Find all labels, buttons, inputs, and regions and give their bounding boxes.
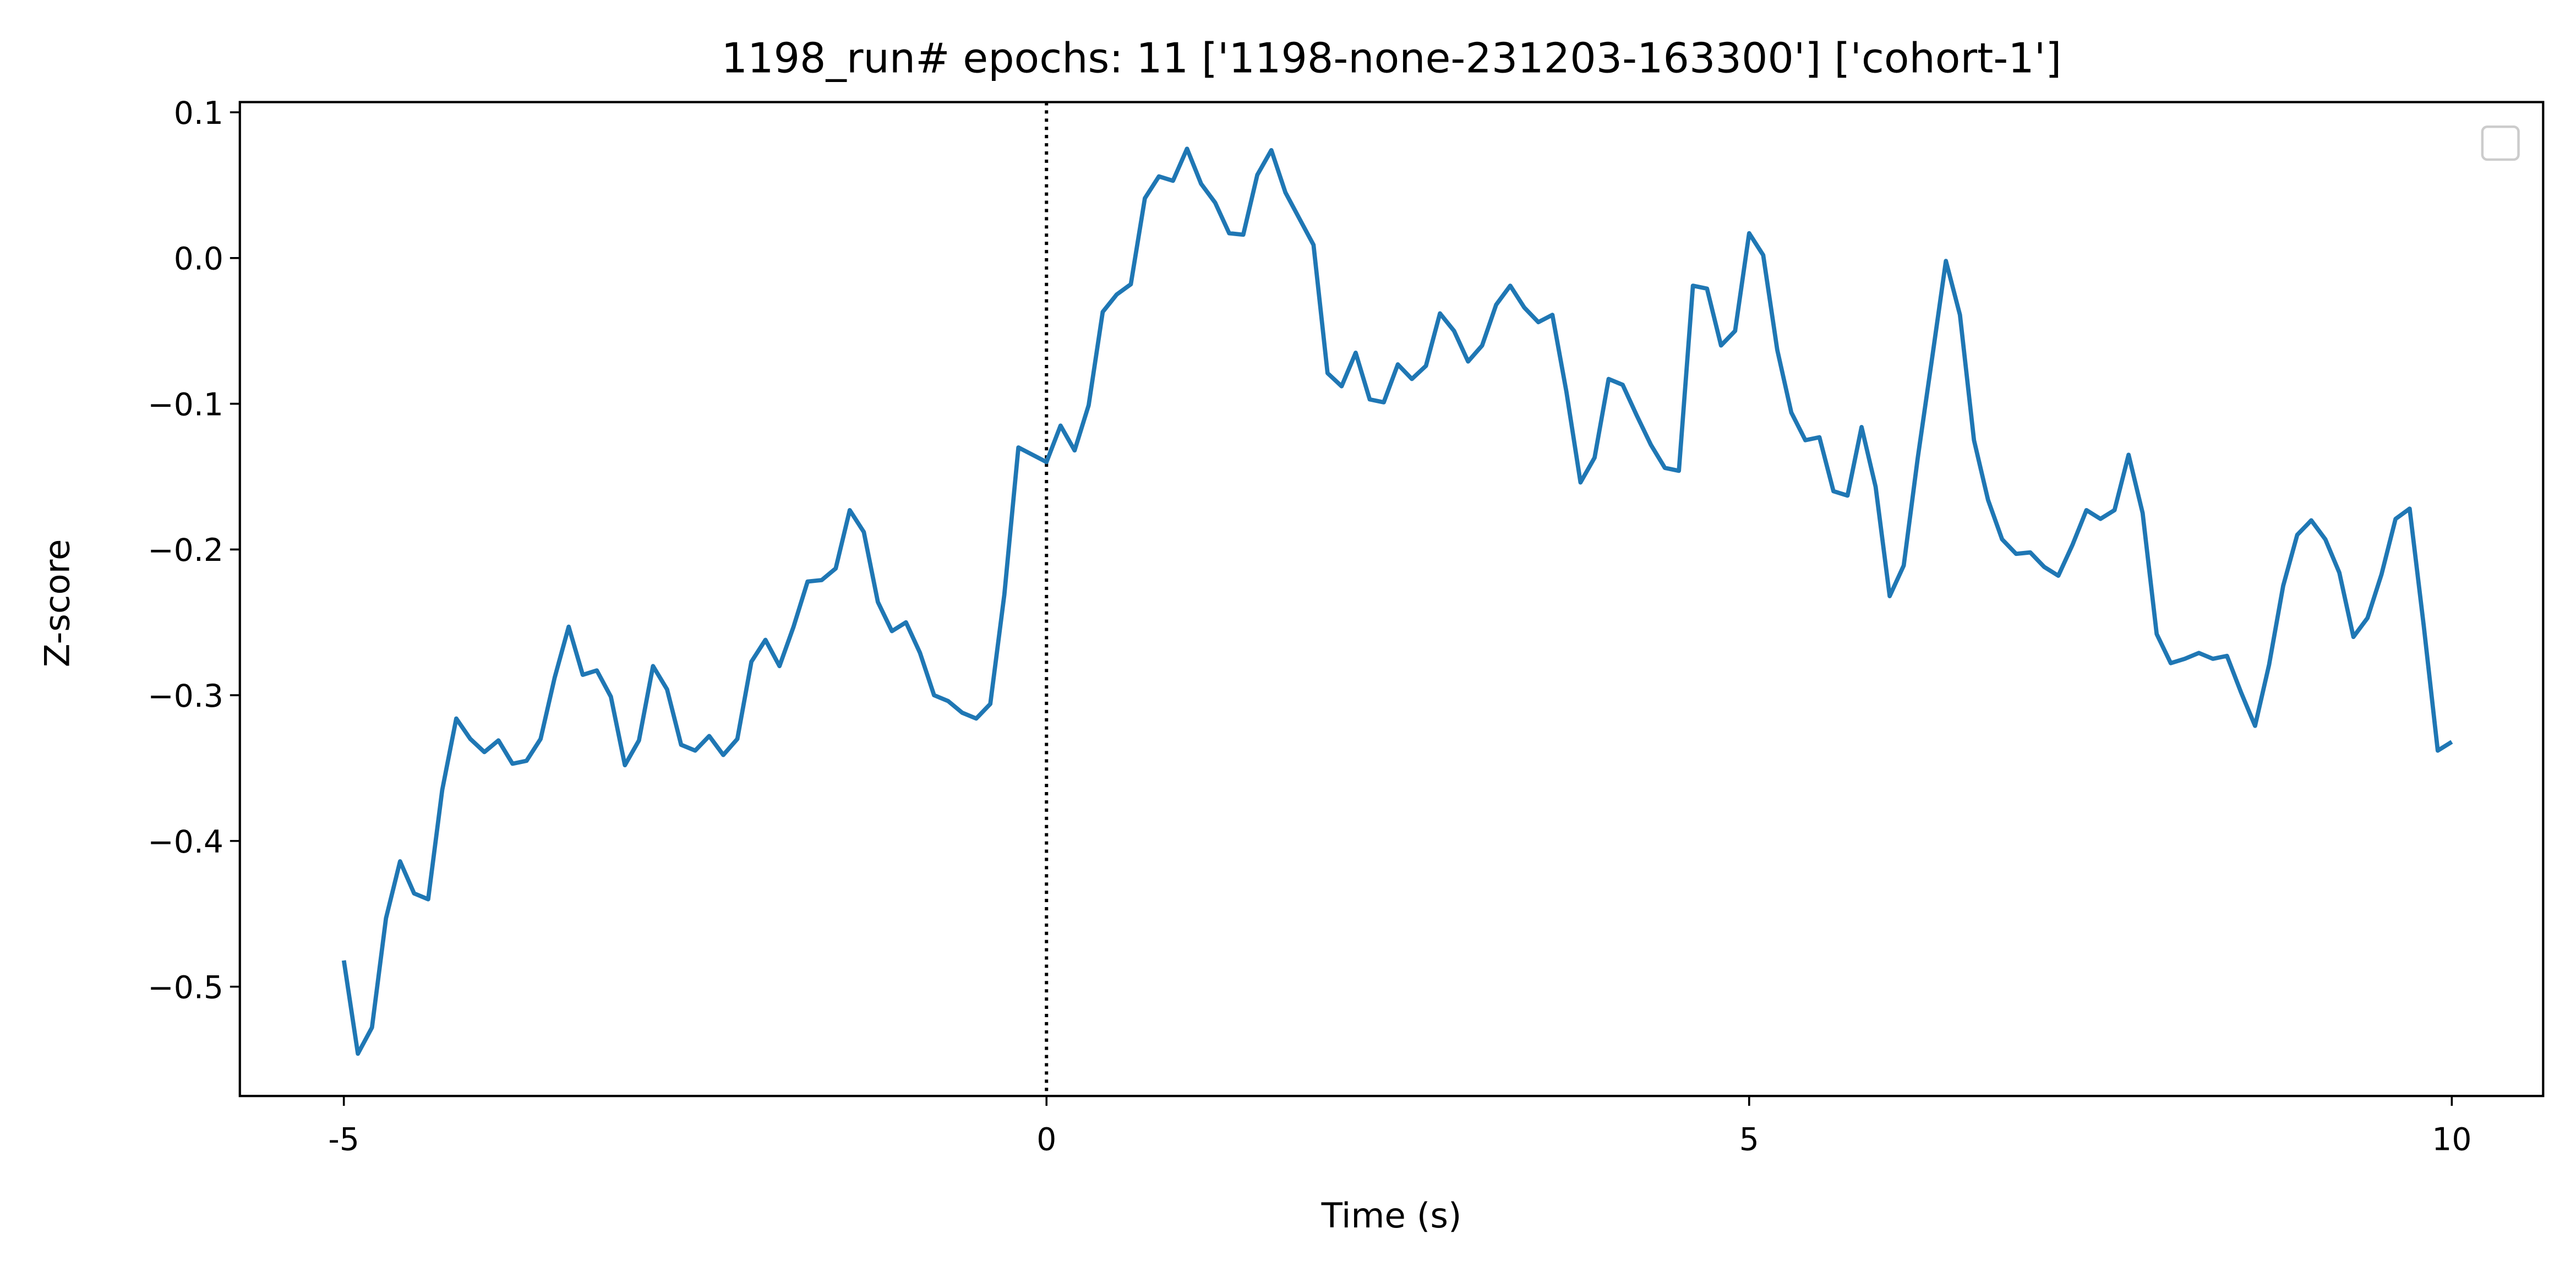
y-tick-label: −0.2 — [148, 532, 223, 569]
x-tick-label: 5 — [1739, 1122, 1759, 1158]
x-tick-label: -5 — [328, 1122, 359, 1158]
y-tick-label: −0.4 — [148, 824, 223, 860]
plot-frame — [238, 101, 2545, 1098]
y-tick-label: −0.5 — [148, 970, 223, 1006]
y-axis-label: Z-score — [37, 539, 77, 667]
x-tick-label: 0 — [1036, 1122, 1056, 1158]
legend-box — [2481, 125, 2520, 161]
y-tick-label: −0.3 — [148, 678, 223, 714]
x-tick-label: 10 — [2432, 1122, 2471, 1158]
y-tick-label: −0.1 — [148, 386, 223, 423]
y-tick-label: 0.1 — [174, 95, 223, 132]
x-axis-label: Time (s) — [1321, 1195, 1462, 1236]
y-tick-label: 0.0 — [174, 241, 223, 277]
chart-title: 1198_run# epochs: 11 ['1198-none-231203-… — [722, 35, 2062, 83]
data-line — [341, 146, 2453, 1056]
